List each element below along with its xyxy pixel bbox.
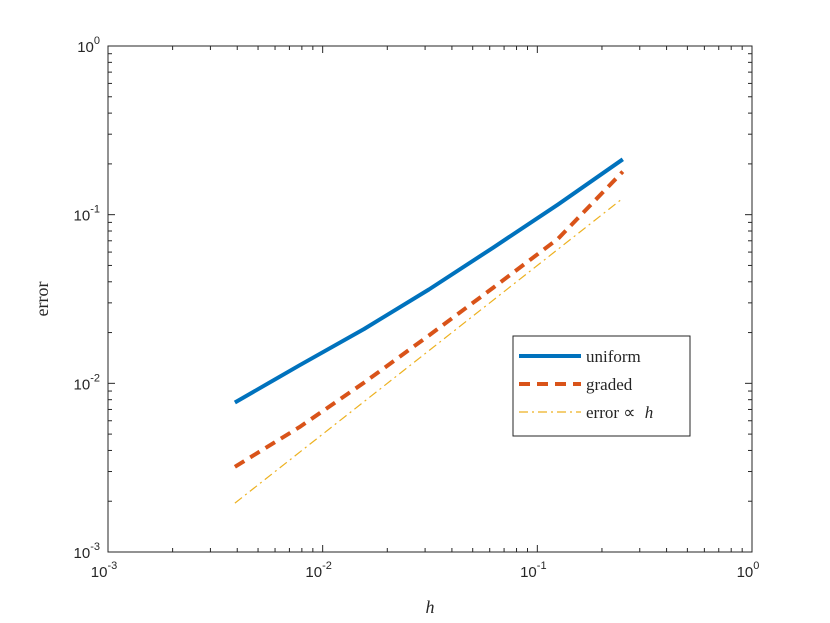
series-line-1 [233, 170, 625, 469]
plot-background [108, 46, 752, 552]
legend-label-graded: graded [586, 375, 633, 394]
y-tick-base: 10 [74, 376, 91, 393]
x-tick-base: 10 [91, 564, 108, 581]
y-tick-base: 10 [77, 39, 94, 56]
x-tick-exponent: -3 [107, 560, 117, 572]
x-tick-label: 10-2 [305, 560, 331, 581]
x-tick-base: 10 [737, 564, 754, 581]
x-tick-label: 100 [737, 560, 760, 581]
x-tick-exponent: -2 [322, 560, 332, 572]
series-lines [233, 157, 625, 504]
x-tick-base: 10 [520, 564, 537, 581]
series-line-0 [233, 157, 624, 405]
x-axis-label: h [426, 597, 435, 617]
y-axis-label: error [32, 282, 52, 317]
y-tick-exponent: -3 [90, 541, 100, 553]
x-tick-label: 10-3 [91, 560, 117, 581]
x-tick-label: 10-1 [520, 560, 546, 581]
y-tick-exponent: -2 [90, 372, 100, 384]
legend-label-uniform: uniform [586, 347, 641, 366]
y-tick-base: 10 [74, 208, 91, 225]
legend-label-error-proportional-h: error ∝ h [586, 403, 653, 422]
legend: uniform graded error ∝ h [512, 335, 691, 437]
x-tick-exponent: 0 [753, 560, 759, 572]
legend-label-var: h [645, 403, 654, 422]
x-tick-exponent: -1 [537, 560, 547, 572]
plot-frame [107, 45, 753, 553]
y-tick-label: 10-1 [74, 204, 100, 225]
y-tick-label: 100 [77, 35, 100, 56]
axis-ticks [107, 45, 753, 553]
legend-label-main: error ∝ [586, 403, 635, 422]
y-tick-exponent: 0 [94, 35, 100, 47]
y-tick-label: 10-2 [74, 372, 100, 393]
series-line-2 [234, 197, 624, 504]
y-tick-label: 10-3 [74, 541, 100, 562]
y-tick-base: 10 [74, 545, 91, 562]
x-tick-base: 10 [305, 564, 322, 581]
y-tick-exponent: -1 [90, 204, 100, 216]
